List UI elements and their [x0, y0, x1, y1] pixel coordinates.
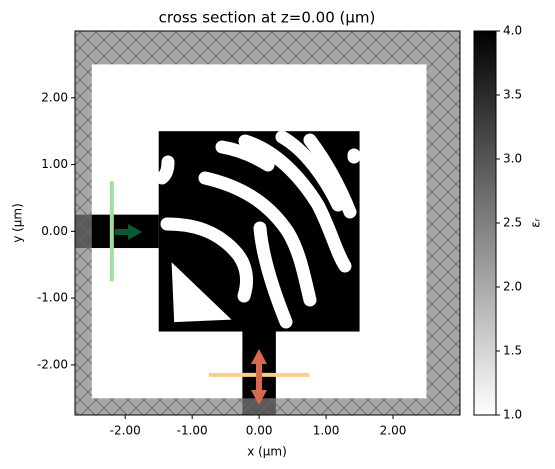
- pml-hatch: [75, 31, 92, 415]
- colorbar-tick-label: 3.0: [503, 152, 522, 166]
- arrows: [115, 224, 267, 405]
- x-tick-label: 1.00: [313, 424, 340, 438]
- x-tick-label: -2.00: [110, 424, 141, 438]
- colorbar-tick-label: 4.0: [503, 24, 522, 38]
- y-tick-label: 0.00: [41, 224, 68, 238]
- pml-hatch: [91, 31, 427, 65]
- chart-title: cross section at z=0.00 (μm): [159, 9, 376, 27]
- plot-frame: [74, 30, 461, 416]
- colorbar-label: εᵣ: [529, 217, 543, 227]
- colorbar-tick-label: 1.5: [503, 344, 522, 358]
- colorbar-tick-label: 1.0: [503, 408, 522, 422]
- colorbar: [473, 30, 497, 416]
- y-tick-label: 1.00: [41, 157, 68, 171]
- colorbar-tick-label: 3.5: [503, 88, 522, 102]
- y-tick-label: -1.00: [37, 291, 68, 305]
- pml-hatch: [426, 31, 460, 415]
- x-axis-label: x (μm): [247, 445, 287, 459]
- x-tick-label: 2.00: [380, 424, 407, 438]
- design-pattern: [155, 130, 361, 329]
- y-tick-label: -2.00: [37, 357, 68, 371]
- y-axis-label: y (μm): [11, 203, 25, 243]
- colorbar-tick-label: 2.0: [503, 280, 522, 294]
- colorbar-tick-label: 2.5: [503, 216, 522, 230]
- x-tick-label: 0.00: [246, 424, 273, 438]
- pml-hatch: [91, 398, 427, 415]
- x-tick-label: -1.00: [177, 424, 208, 438]
- y-tick-label: 2.00: [41, 90, 68, 104]
